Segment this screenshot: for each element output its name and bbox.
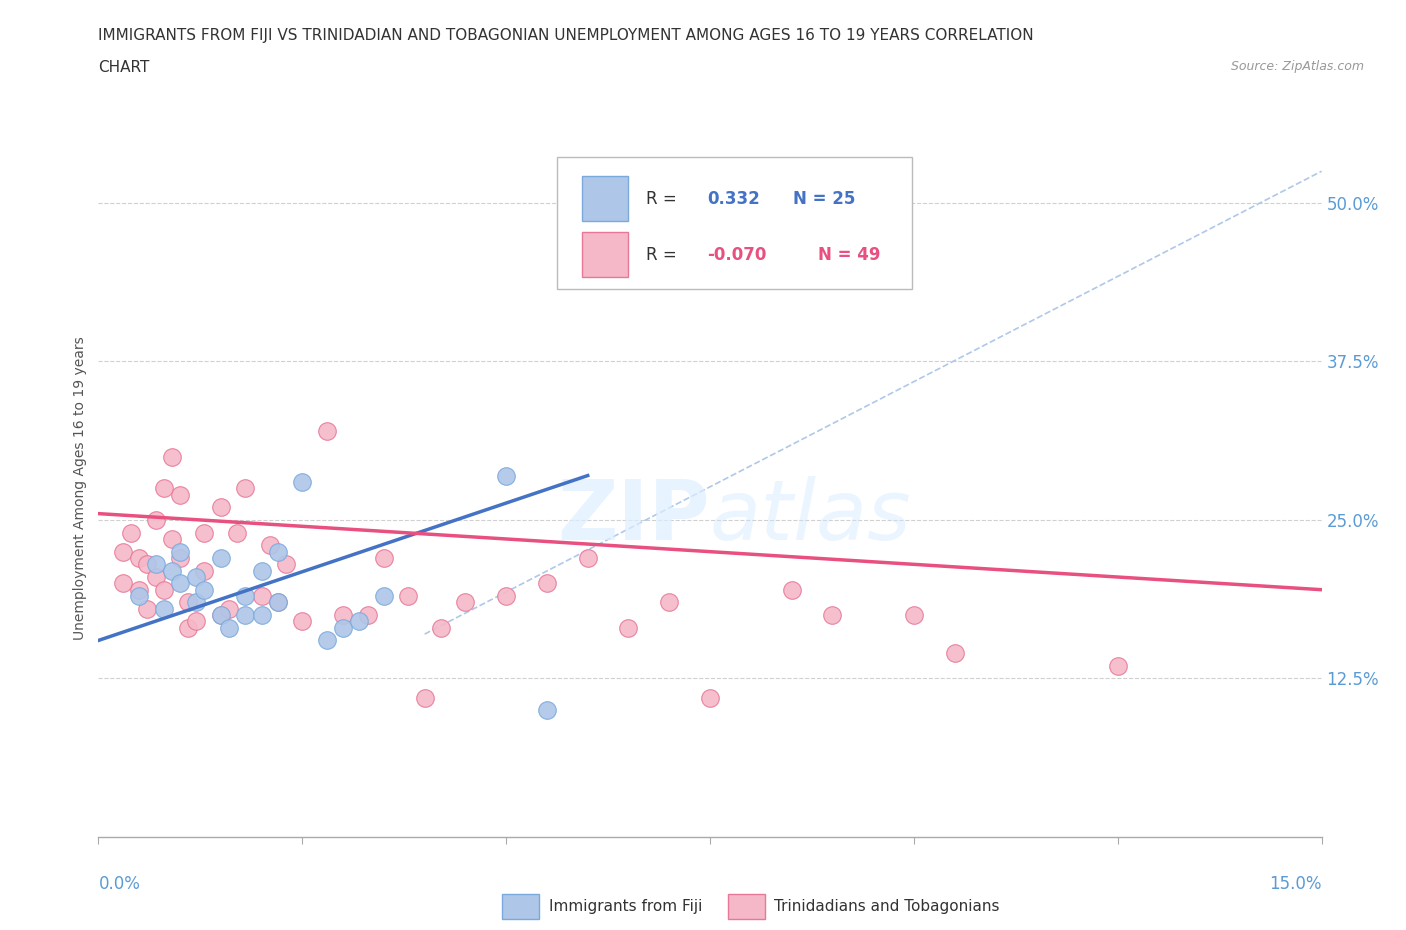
Point — [177, 595, 200, 610]
Point — [658, 595, 681, 610]
Point — [332, 620, 354, 635]
Point — [193, 525, 215, 540]
Point — [169, 551, 191, 565]
Point — [413, 690, 436, 705]
Y-axis label: Unemployment Among Ages 16 to 19 years: Unemployment Among Ages 16 to 19 years — [73, 337, 87, 640]
Point — [274, 557, 297, 572]
Point — [160, 532, 183, 547]
FancyBboxPatch shape — [582, 176, 628, 221]
Point — [186, 614, 208, 629]
Point — [111, 576, 134, 591]
Text: ZIP: ZIP — [558, 475, 710, 557]
Point — [160, 564, 183, 578]
FancyBboxPatch shape — [728, 895, 765, 919]
Text: N = 49: N = 49 — [818, 246, 880, 263]
Point — [821, 607, 844, 622]
Point — [111, 544, 134, 559]
FancyBboxPatch shape — [557, 157, 912, 289]
Point — [373, 589, 395, 604]
Text: 15.0%: 15.0% — [1270, 875, 1322, 894]
Point — [186, 569, 208, 584]
Point — [250, 589, 273, 604]
Point — [152, 602, 174, 617]
Point — [233, 589, 256, 604]
Point — [209, 607, 232, 622]
Point — [267, 544, 290, 559]
Point — [136, 557, 159, 572]
Point — [177, 620, 200, 635]
Point — [373, 551, 395, 565]
Point — [218, 602, 240, 617]
Point — [160, 449, 183, 464]
Text: R =: R = — [647, 246, 678, 263]
Text: R =: R = — [647, 190, 678, 207]
Point — [267, 595, 290, 610]
Point — [250, 607, 273, 622]
Point — [250, 564, 273, 578]
Point — [226, 525, 249, 540]
Point — [267, 595, 290, 610]
Point — [128, 589, 150, 604]
Point — [780, 582, 803, 597]
Point — [120, 525, 142, 540]
Point — [536, 703, 558, 718]
Point — [128, 551, 150, 565]
Text: atlas: atlas — [710, 475, 911, 557]
Point — [128, 582, 150, 597]
Point — [617, 620, 640, 635]
Point — [169, 576, 191, 591]
Point — [259, 538, 281, 552]
Text: IMMIGRANTS FROM FIJI VS TRINIDADIAN AND TOBAGONIAN UNEMPLOYMENT AMONG AGES 16 TO: IMMIGRANTS FROM FIJI VS TRINIDADIAN AND … — [98, 28, 1033, 43]
Point — [152, 481, 174, 496]
Point — [209, 607, 232, 622]
Text: 0.0%: 0.0% — [98, 875, 141, 894]
Point — [209, 499, 232, 514]
Point — [169, 487, 191, 502]
Point — [169, 544, 191, 559]
FancyBboxPatch shape — [502, 895, 538, 919]
Point — [903, 607, 925, 622]
Text: -0.070: -0.070 — [707, 246, 766, 263]
Text: N = 25: N = 25 — [793, 190, 856, 207]
Text: Source: ZipAtlas.com: Source: ZipAtlas.com — [1230, 60, 1364, 73]
Point — [193, 564, 215, 578]
Point — [495, 589, 517, 604]
Point — [209, 551, 232, 565]
Text: Immigrants from Fiji: Immigrants from Fiji — [548, 899, 702, 914]
Point — [315, 633, 337, 648]
Point — [315, 424, 337, 439]
Point — [291, 614, 314, 629]
Point — [145, 512, 167, 527]
FancyBboxPatch shape — [582, 232, 628, 277]
Point — [218, 620, 240, 635]
Point — [233, 607, 256, 622]
Point — [396, 589, 419, 604]
Point — [186, 595, 208, 610]
Text: 0.332: 0.332 — [707, 190, 761, 207]
Point — [536, 576, 558, 591]
Point — [349, 614, 371, 629]
Point — [332, 607, 354, 622]
Point — [233, 481, 256, 496]
Point — [943, 645, 966, 660]
Point — [193, 582, 215, 597]
Point — [291, 474, 314, 489]
Point — [152, 582, 174, 597]
Text: CHART: CHART — [98, 60, 150, 75]
Point — [145, 569, 167, 584]
Point — [576, 551, 599, 565]
Point — [430, 620, 453, 635]
Point — [495, 468, 517, 483]
Text: Trinidadians and Tobagonians: Trinidadians and Tobagonians — [773, 899, 1000, 914]
Point — [454, 595, 477, 610]
Point — [356, 607, 378, 622]
Point — [1107, 658, 1129, 673]
Point — [145, 557, 167, 572]
Point — [699, 690, 721, 705]
Point — [136, 602, 159, 617]
